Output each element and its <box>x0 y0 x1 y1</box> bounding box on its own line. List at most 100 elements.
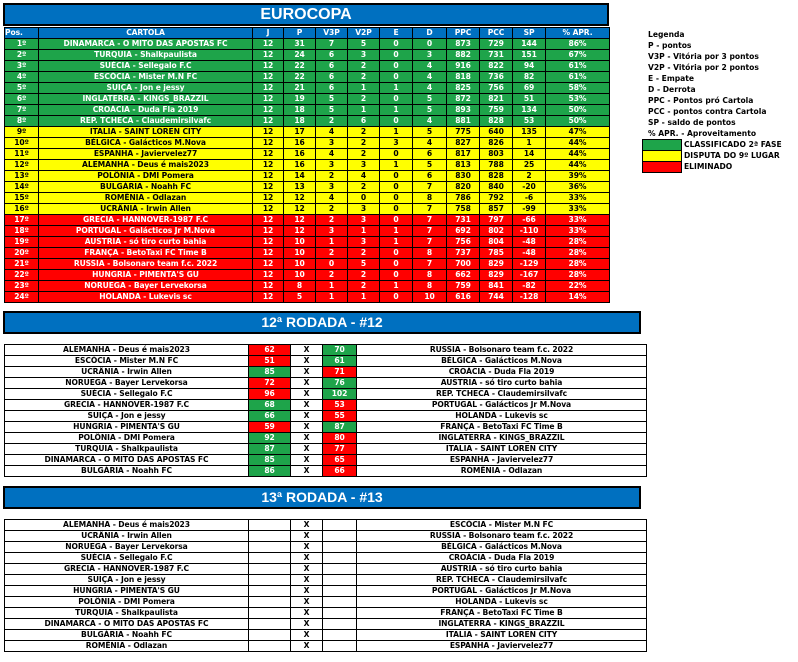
away-team: HOLANDA - Lukevis sc <box>356 596 647 608</box>
points-cell: 5 <box>283 291 316 303</box>
away-score: 77 <box>322 443 357 455</box>
games-cell: 12 <box>252 38 284 50</box>
losses-cell: 4 <box>412 60 447 72</box>
title-bar: EUROCOPA <box>3 3 609 26</box>
team-cell: REP. TCHECA - Claudemirsilvafc <box>38 115 253 127</box>
points-cell: 21 <box>283 82 316 94</box>
standings-row: 3º SUÉCIA - Sellegalo F.C 12 22 6 2 0 4 916 822 94… <box>4 60 610 72</box>
versus: X <box>290 552 323 564</box>
team-cell: GRECIA - HANNOVER-1987 F.C <box>38 214 253 226</box>
games-cell: 12 <box>252 192 284 204</box>
home-score <box>248 640 291 652</box>
percentage-cell: 28% <box>545 258 610 270</box>
losses-cell: 7 <box>412 225 447 237</box>
losses-cell: 7 <box>412 181 447 193</box>
versus: X <box>290 530 323 542</box>
draws-cell: 1 <box>379 280 413 292</box>
draws-cell: 0 <box>379 192 413 204</box>
points-balance-cell: 135 <box>512 126 546 138</box>
standings-row: 19º AUSTRIA - só tiro curto bahia 12 10 1 3 1 7… <box>4 236 610 248</box>
games-cell: 12 <box>252 115 284 127</box>
games-cell: 12 <box>252 148 284 160</box>
percentage-cell: 44% <box>545 148 610 160</box>
match-row: BULGÁRIA - Noahh FC 86 X 66 ROMÊNIA - Odlaza… <box>4 465 647 477</box>
versus: X <box>290 465 323 477</box>
column-header: P <box>283 27 316 39</box>
games-cell: 12 <box>252 159 284 171</box>
team-cell: ITALIA - SAINT LOREN CITY <box>38 126 253 138</box>
points-for-cell: 827 <box>446 137 480 149</box>
home-team: DINAMARCA - O MITO DAS APOSTAS FC <box>4 454 249 466</box>
match-row: TURQUIA - Shalkpaulista X FRANÇA - BetoTax… <box>4 607 647 619</box>
color-swatch <box>642 161 682 173</box>
home-score <box>248 563 291 575</box>
points-balance-cell: -128 <box>512 291 546 303</box>
match-row: HUNGRIA - PIMENTA'S GU X PORTUGAL - Galáct… <box>4 585 647 597</box>
wins-3p-cell: 3 <box>315 181 348 193</box>
draws-cell: 0 <box>379 170 413 182</box>
losses-cell: 4 <box>412 137 447 149</box>
points-cell: 10 <box>283 258 316 270</box>
points-cell: 14 <box>283 170 316 182</box>
team-cell: DINAMARCA - O MITO DAS APOSTAS FC <box>38 38 253 50</box>
points-balance-cell: 14 <box>512 148 546 160</box>
position-cell: 8º <box>4 115 39 127</box>
percentage-cell: 47% <box>545 126 610 138</box>
draws-cell: 0 <box>379 71 413 83</box>
points-against-cell: 821 <box>479 93 513 105</box>
losses-cell: 5 <box>412 126 447 138</box>
position-cell: 13º <box>4 170 39 182</box>
draws-cell: 0 <box>379 148 413 160</box>
match-row: UCRÂNIA - Irwin Allen 85 X 71 CROÁCIA - Duda… <box>4 366 647 378</box>
games-cell: 12 <box>252 269 284 281</box>
round13-title: 13ª RODADA - #13 <box>261 489 383 505</box>
losses-cell: 7 <box>412 214 447 226</box>
draws-cell: 1 <box>379 236 413 248</box>
percentage-cell: 50% <box>545 115 610 127</box>
points-against-cell: 803 <box>479 148 513 160</box>
team-cell: ESPANHA - Javiervelez77 <box>38 148 253 160</box>
points-against-cell: 802 <box>479 225 513 237</box>
draws-cell: 0 <box>379 60 413 72</box>
wins-3p-cell: 1 <box>315 291 348 303</box>
points-for-cell: 881 <box>446 115 480 127</box>
percentage-cell: 61% <box>545 60 610 72</box>
wins-3p-cell: 2 <box>315 269 348 281</box>
points-against-cell: 744 <box>479 291 513 303</box>
away-score <box>322 519 357 531</box>
points-for-cell: 882 <box>446 49 480 61</box>
losses-cell: 8 <box>412 247 447 259</box>
losses-cell: 0 <box>412 38 447 50</box>
standings-row: 6º INGLATERRA - KINGS_BRAZZIL 12 19 5 2 0 5 872 8… <box>4 93 610 105</box>
column-header: CARTOLA <box>38 27 253 39</box>
standings-row: 12º ALEMANHA - Deus é mais2023 12 16 3 3 1 5 813… <box>4 159 610 171</box>
legend-key-label: DISPUTA DO 9º LUGAR <box>684 151 780 160</box>
points-for-cell: 759 <box>446 280 480 292</box>
wins-3p-cell: 5 <box>315 104 348 116</box>
points-for-cell: 817 <box>446 148 480 160</box>
points-against-cell: 840 <box>479 181 513 193</box>
percentage-cell: 39% <box>545 170 610 182</box>
points-for-cell: 662 <box>446 269 480 281</box>
home-team: TURQUIA - Shalkpaulista <box>4 443 249 455</box>
points-for-cell: 873 <box>446 38 480 50</box>
games-cell: 12 <box>252 170 284 182</box>
column-header: Pos. <box>4 27 39 39</box>
games-cell: 12 <box>252 291 284 303</box>
points-balance-cell: 69 <box>512 82 546 94</box>
away-team: ESPANHA - Javiervelez77 <box>356 640 647 652</box>
draws-cell: 0 <box>379 38 413 50</box>
points-cell: 17 <box>283 126 316 138</box>
legend-item: Legenda <box>648 30 685 39</box>
away-team: ESPANHA - Javiervelez77 <box>356 454 647 466</box>
legend-item: D - Derrota <box>648 85 696 94</box>
losses-cell: 6 <box>412 148 447 160</box>
points-cell: 16 <box>283 137 316 149</box>
away-score <box>322 629 357 641</box>
round12-title: 12ª RODADA - #12 <box>261 314 383 330</box>
games-cell: 12 <box>252 104 284 116</box>
wins-3p-cell: 0 <box>315 258 348 270</box>
points-for-cell: 820 <box>446 181 480 193</box>
draws-cell: 1 <box>379 225 413 237</box>
points-balance-cell: 1 <box>512 137 546 149</box>
